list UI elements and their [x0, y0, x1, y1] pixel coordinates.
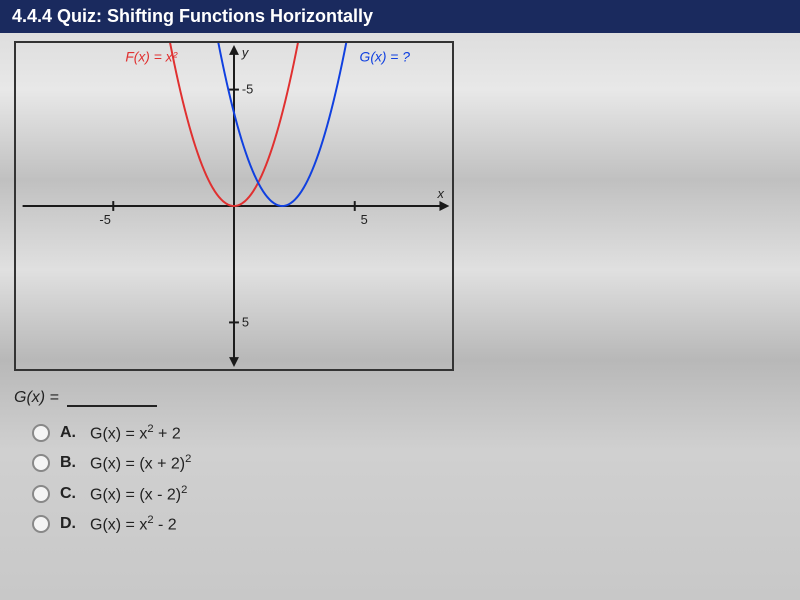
svg-text:5: 5: [242, 314, 249, 329]
graph-panel: -5 5 5 -5 x y F(x) = x² G(x) = ?: [14, 41, 454, 371]
option-text: G(x) = x2 - 2: [90, 514, 177, 534]
radio-icon[interactable]: [32, 515, 50, 533]
quiz-header: 4.4.4 Quiz: Shifting Functions Horizonta…: [0, 0, 800, 33]
option-letter: D.: [60, 515, 76, 533]
option-text: G(x) = (x + 2)2: [90, 453, 191, 473]
option-row[interactable]: B. G(x) = (x + 2)2: [32, 453, 786, 473]
option-text: G(x) = x2 + 2: [90, 423, 181, 443]
svg-text:-5: -5: [242, 82, 253, 97]
svg-text:x: x: [437, 186, 445, 201]
options-list: A. G(x) = x2 + 2 B. G(x) = (x + 2)2 C. G(x) =…: [14, 423, 786, 534]
prompt-text: G(x) =: [14, 389, 63, 406]
option-row[interactable]: C. G(x) = (x - 2)2: [32, 484, 786, 504]
svg-text:F(x) = x²: F(x) = x²: [125, 49, 178, 65]
option-letter: A.: [60, 424, 76, 442]
option-row[interactable]: D. G(x) = x2 - 2: [32, 514, 786, 534]
svg-text:y: y: [241, 45, 250, 60]
option-letter: B.: [60, 454, 76, 472]
radio-icon[interactable]: [32, 424, 50, 442]
question-block: G(x) = A. G(x) = x2 + 2 B. G(x) = (x + 2)2 C…: [14, 389, 786, 534]
svg-text:5: 5: [361, 212, 368, 227]
question-prompt: G(x) =: [14, 389, 786, 407]
option-text: G(x) = (x - 2)2: [90, 484, 187, 504]
option-letter: C.: [60, 485, 76, 503]
graph-svg: -5 5 5 -5 x y F(x) = x² G(x) = ?: [16, 43, 452, 369]
quiz-title: 4.4.4 Quiz: Shifting Functions Horizonta…: [12, 6, 373, 26]
option-row[interactable]: A. G(x) = x2 + 2: [32, 423, 786, 443]
svg-text:G(x) = ?: G(x) = ?: [360, 49, 411, 65]
content-area: -555-5xyF(x) = x²G(x) = ? G(x) = A.G(x) …: [0, 33, 800, 552]
svg-text:-5: -5: [99, 212, 110, 227]
radio-icon[interactable]: [32, 485, 50, 503]
radio-icon[interactable]: [32, 454, 50, 472]
answer-blank: [67, 405, 157, 407]
